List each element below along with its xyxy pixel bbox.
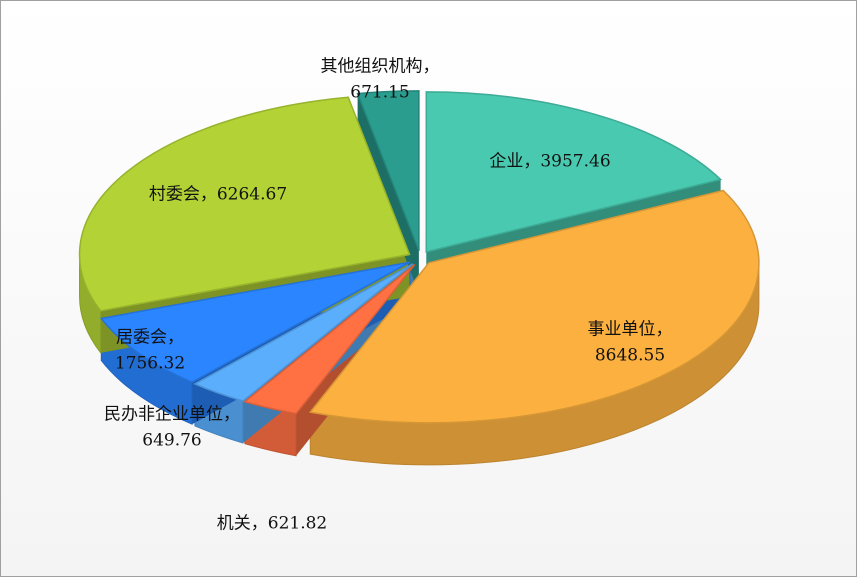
slice [356, 90, 420, 252]
data-label: 机关，621.82 [217, 514, 327, 534]
slice [193, 263, 414, 402]
data-label: 1756.32 [115, 354, 185, 374]
data-label: 671.15 [350, 83, 409, 103]
data-label: 村委会，6264.67 [149, 185, 287, 205]
slice [99, 261, 411, 384]
slice [78, 96, 411, 312]
data-label: 其他组织机构， [321, 57, 440, 77]
data-label: 民办非企业单位， [104, 405, 240, 425]
data-label: 居委会， [116, 328, 184, 348]
data-label: 事业单位， [588, 320, 673, 340]
slice [308, 189, 760, 424]
slice [243, 263, 416, 415]
slice [425, 91, 723, 253]
data-label: 企业，3957.46 [489, 152, 610, 172]
data-label: 649.76 [142, 431, 201, 451]
data-label: 8648.55 [595, 346, 665, 366]
